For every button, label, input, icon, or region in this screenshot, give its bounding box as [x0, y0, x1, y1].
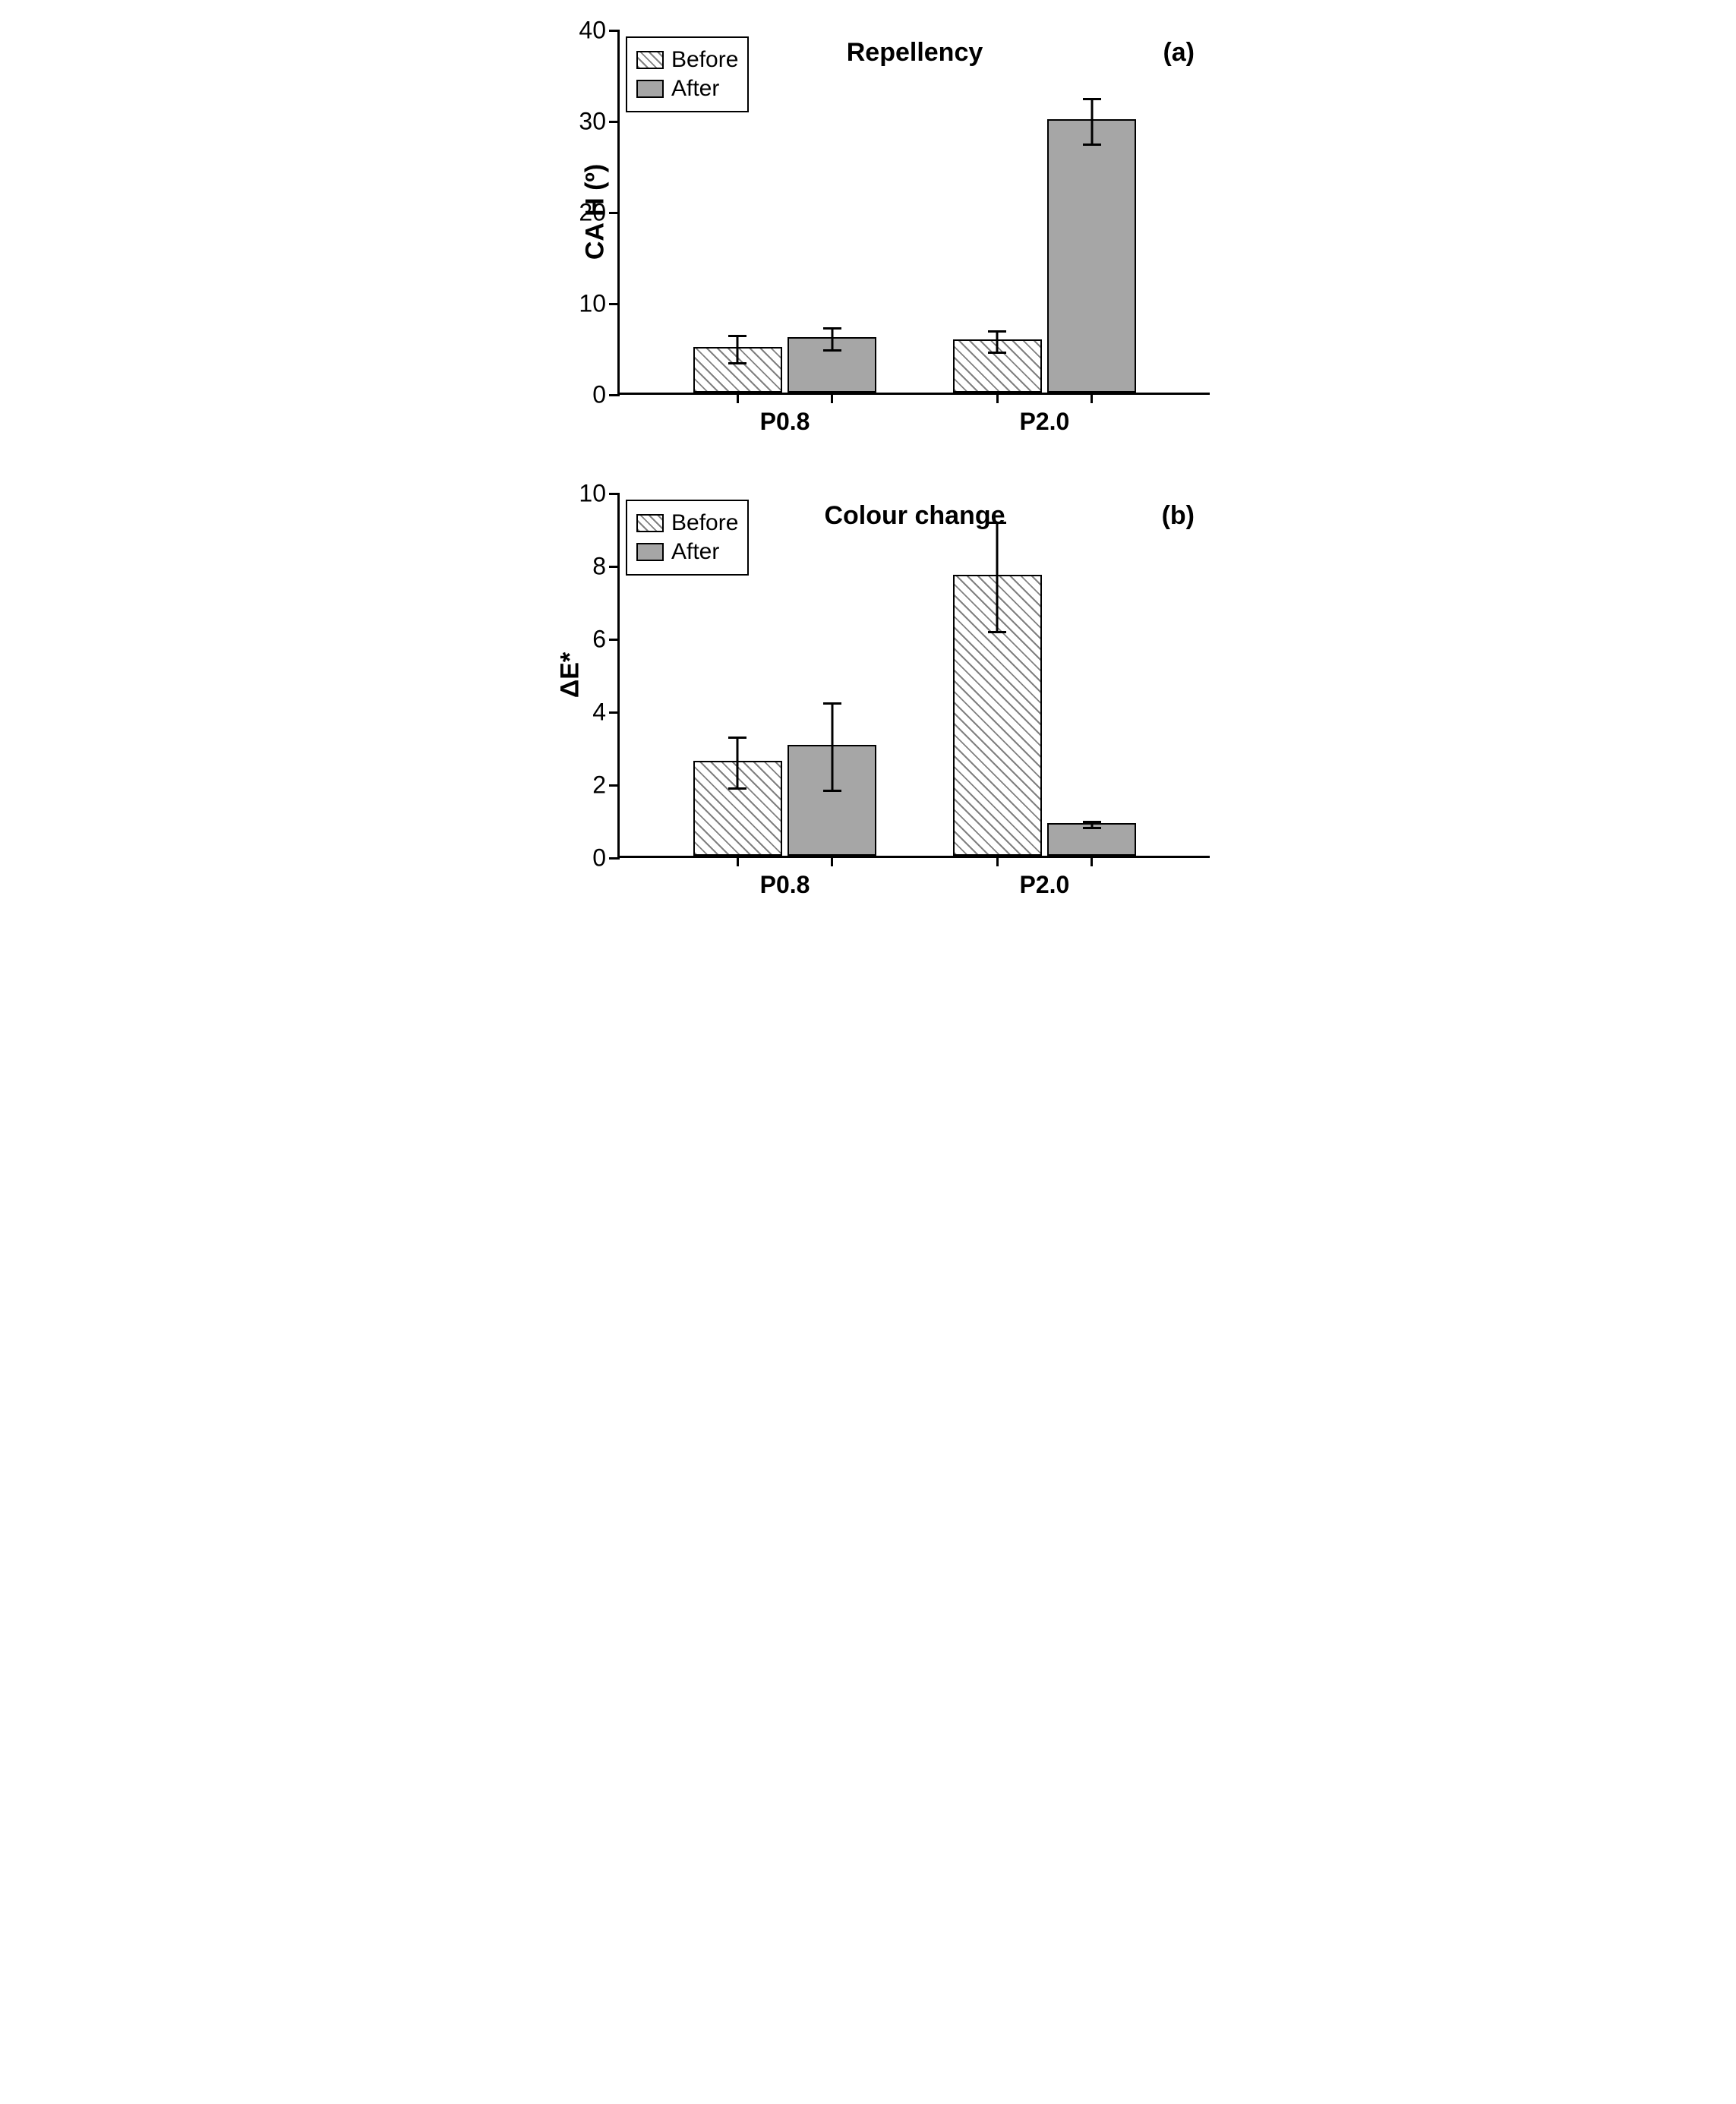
ytick [609, 493, 620, 495]
xtick [737, 856, 739, 866]
legend: Before After [626, 36, 749, 112]
error-cap [728, 737, 746, 739]
error-cap [823, 349, 841, 352]
panel-b: 0246810P0.8P2.0ΔE*Colour change(b)Before… [526, 494, 1210, 911]
error-cap [988, 631, 1006, 633]
xtick-label: P0.8 [760, 408, 810, 436]
ytick-label: 30 [579, 108, 606, 136]
error-bar [831, 703, 833, 790]
error-cap [1083, 827, 1101, 829]
ytick-label: 8 [592, 553, 606, 581]
error-bar [996, 331, 999, 353]
bar-after [1047, 119, 1136, 393]
legend-label: Before [671, 510, 738, 536]
error-bar [1091, 99, 1093, 144]
xtick-label: P0.8 [760, 871, 810, 899]
ytick-label: 4 [592, 699, 606, 727]
error-cap [728, 335, 746, 337]
ytick-label: 0 [592, 381, 606, 409]
ytick-label: 0 [592, 844, 606, 872]
plot-area: 0246810P0.8P2.0ΔE*Colour change(b)Before… [617, 494, 1210, 858]
ytick [609, 30, 620, 32]
error-bar [831, 328, 833, 350]
panel-letter: (a) [1163, 38, 1195, 68]
legend-item: After [636, 539, 738, 565]
ytick [609, 639, 620, 641]
ylabel: CA H (º) [581, 163, 611, 259]
legend-swatch [636, 543, 664, 561]
ytick [609, 784, 620, 787]
error-cap [728, 362, 746, 364]
legend-label: Before [671, 47, 738, 73]
legend-swatch [636, 80, 664, 98]
error-cap [1083, 144, 1101, 146]
error-bar [737, 336, 739, 363]
ytick-label: 40 [579, 17, 606, 45]
figure: 010203040P0.8P2.0CA H (º)Repellency(a)Be… [526, 30, 1210, 911]
error-bar [737, 738, 739, 789]
legend-item: Before [636, 47, 738, 73]
xtick [996, 393, 999, 403]
ytick [609, 857, 620, 860]
ytick-label: 10 [579, 480, 606, 508]
legend-label: After [671, 539, 719, 565]
error-cap [988, 330, 1006, 333]
legend-item: Before [636, 510, 738, 536]
xtick [1091, 393, 1093, 403]
error-cap [1083, 821, 1101, 823]
error-cap [1083, 98, 1101, 100]
xtick-label: P2.0 [1020, 871, 1070, 899]
ytick [609, 394, 620, 396]
legend-label: After [671, 76, 719, 102]
chart-title: Repellency [847, 38, 983, 68]
xtick [737, 393, 739, 403]
legend-swatch [636, 51, 664, 69]
panel-a: 010203040P0.8P2.0CA H (º)Repellency(a)Be… [526, 30, 1210, 448]
ytick [609, 303, 620, 305]
ytick [609, 212, 620, 214]
plot-area: 010203040P0.8P2.0CA H (º)Repellency(a)Be… [617, 30, 1210, 395]
legend: Before After [626, 500, 749, 576]
ytick [609, 121, 620, 123]
ytick-label: 10 [579, 290, 606, 318]
error-cap [988, 352, 1006, 354]
panel-letter: (b) [1162, 501, 1195, 531]
legend-item: After [636, 76, 738, 102]
ytick-label: 6 [592, 626, 606, 654]
xtick [831, 856, 833, 866]
xtick [831, 393, 833, 403]
error-cap [988, 522, 1006, 524]
ytick [609, 566, 620, 568]
chart-title: Colour change [824, 501, 1005, 531]
error-cap [823, 790, 841, 792]
error-cap [823, 702, 841, 705]
xtick [1091, 856, 1093, 866]
ytick [609, 711, 620, 714]
xtick [996, 856, 999, 866]
ytick-label: 2 [592, 771, 606, 800]
error-cap [823, 327, 841, 330]
error-bar [996, 522, 999, 632]
legend-swatch [636, 514, 664, 532]
ylabel: ΔE* [556, 651, 586, 697]
xtick-label: P2.0 [1020, 408, 1070, 436]
error-cap [728, 787, 746, 790]
